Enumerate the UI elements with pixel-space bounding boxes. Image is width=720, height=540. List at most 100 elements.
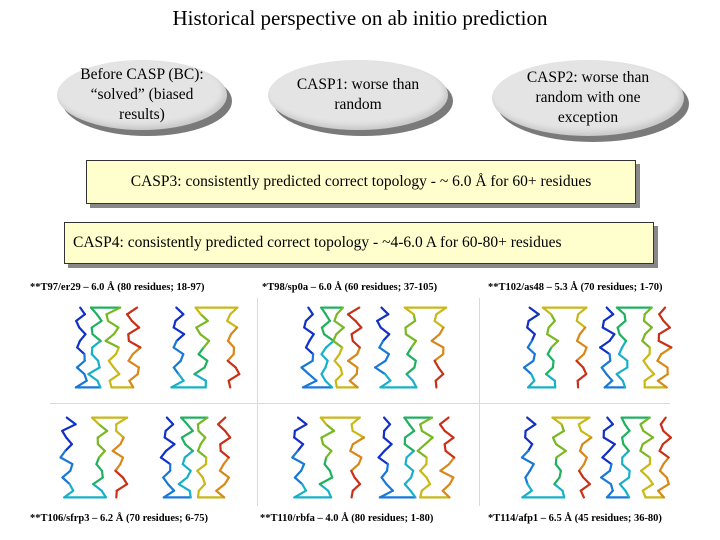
backbone-segment	[68, 482, 75, 492]
backbone-segment	[64, 443, 73, 453]
backbone-segment	[219, 449, 230, 459]
backbone-segment	[600, 366, 608, 376]
backbone-segment	[197, 482, 207, 492]
backbone-segment	[304, 313, 314, 322]
backbone-segment	[119, 456, 125, 466]
backbone-segment	[441, 489, 451, 499]
bubble-before-casp-text: Before CASP (BC): “solved” (biased resul…	[80, 66, 204, 123]
backbone-segment	[609, 482, 614, 492]
backbone-segment	[115, 429, 125, 439]
backbone-segment	[621, 463, 631, 472]
backbone-segment	[127, 339, 142, 349]
backbone-segment	[163, 429, 167, 439]
backbone-segment	[605, 489, 614, 499]
backbone-segment	[430, 339, 445, 349]
backbone-segment	[114, 346, 120, 356]
backbone-segment	[319, 416, 328, 426]
backbone-segment	[530, 372, 536, 382]
backbone-segment	[97, 449, 107, 459]
backbone-segment	[325, 449, 333, 459]
backbone-segment	[293, 429, 296, 439]
backbone-segment	[383, 443, 393, 453]
backbone-segment	[620, 416, 627, 426]
backbone-segment	[620, 339, 628, 349]
backbone-segment	[107, 352, 118, 362]
backbone-segment	[656, 379, 668, 389]
backbone-segment	[656, 372, 669, 382]
backbone-segment	[96, 429, 109, 439]
backbone-segment	[334, 372, 344, 382]
backbone-segment	[658, 463, 665, 472]
backbone-segment	[656, 353, 663, 362]
backbone-segment	[199, 333, 211, 343]
backbone-segment	[172, 319, 177, 329]
backbone-segment	[433, 313, 438, 322]
backbone-segment	[338, 346, 344, 356]
backbone-segment	[419, 423, 424, 432]
backbone-segment	[226, 359, 237, 369]
backbone-segment	[303, 319, 307, 329]
backbone-segment	[127, 353, 134, 362]
backbone-segment	[443, 429, 455, 439]
backbone-segment	[615, 372, 624, 382]
backbone-segment	[320, 372, 327, 382]
backbone-segment	[180, 416, 189, 426]
backbone-segment	[114, 462, 122, 472]
backbone-segment	[561, 489, 566, 499]
backbone-segment	[119, 436, 125, 446]
backbone-segment	[78, 333, 87, 343]
backbone-segment	[577, 416, 591, 426]
backbone-segment	[296, 443, 305, 453]
backbone-segment	[320, 429, 336, 439]
backbone-segment	[180, 436, 187, 446]
backbone-segment	[304, 346, 315, 356]
backbone-segment	[524, 423, 537, 432]
backbone-segment	[350, 469, 356, 479]
backbone-segment	[600, 476, 612, 486]
backbone-segment	[95, 456, 101, 466]
backbone-segment	[641, 339, 651, 349]
backbone-segment	[658, 306, 667, 316]
backbone-segment	[61, 423, 77, 432]
backbone-segment	[170, 379, 185, 389]
backbone-segment	[188, 489, 192, 499]
backbone-segment	[528, 306, 540, 316]
backbone-segment	[197, 346, 205, 356]
backbone-segment	[180, 429, 194, 439]
backbone-segment	[100, 489, 108, 499]
backbone-segment	[174, 313, 185, 322]
backbone-segment	[524, 436, 534, 446]
backbone-segment	[321, 443, 333, 453]
caption-t98: *T98/sp0a – 6.0 Å (60 residues; 37-105)	[262, 282, 438, 293]
backbone-segment	[61, 469, 72, 479]
backbone-segment	[662, 456, 670, 466]
backbone-segment	[111, 449, 125, 459]
backbone-segment	[96, 359, 101, 369]
backbone-segment	[379, 326, 391, 336]
backbone-segment	[412, 313, 417, 322]
backbone-segment	[404, 333, 418, 343]
backbone-segment	[622, 443, 630, 453]
backbone-segment	[657, 326, 672, 336]
backbone-segment	[196, 449, 208, 459]
backbone-segment	[227, 379, 232, 389]
backbone-segment	[349, 443, 355, 453]
backbone-segment	[203, 359, 209, 369]
backbone-segment	[416, 443, 427, 453]
backbone-segment	[547, 319, 556, 329]
backbone-segment	[175, 306, 185, 316]
backbone-segment	[90, 353, 100, 362]
backbone-segment	[639, 443, 644, 453]
backbone-segment	[433, 319, 445, 329]
caption-t106: **T106/sfrp3 – 6.2 Å (70 residues; 6-75)	[30, 513, 209, 524]
caption-t97: **T97/er29 – 6.0 Å (80 residues; 18-97)	[30, 282, 205, 293]
backbone-segment	[575, 319, 587, 329]
backbone-segment	[89, 306, 99, 316]
backbone-segment	[404, 319, 417, 329]
protein-t110-native	[377, 416, 456, 499]
backbone-segment	[526, 346, 536, 356]
casp3-text: CASP3: consistently predicted correct to…	[130, 173, 592, 190]
bubble-casp1: CASP1: worse than random	[268, 60, 448, 130]
backbone-segment	[201, 476, 207, 486]
backbone-segment	[197, 429, 207, 439]
